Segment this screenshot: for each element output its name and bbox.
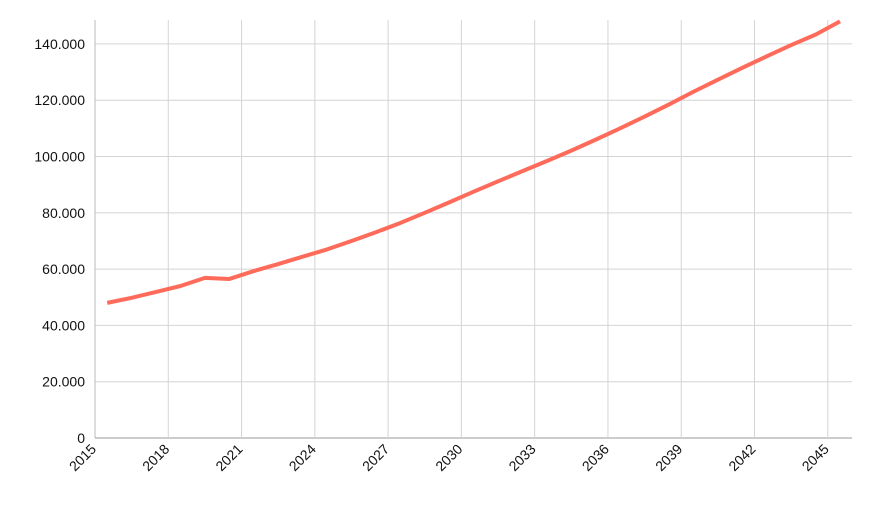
x-tick-label: 2042	[725, 441, 758, 474]
y-axis: 020.00040.00060.00080.000100.000120.0001…	[34, 36, 85, 446]
x-tick-label: 2027	[359, 441, 392, 474]
y-tick-label: 60.000	[42, 261, 85, 277]
x-tick-label: 2036	[579, 441, 612, 474]
x-tick-label: 2015	[66, 441, 99, 474]
x-tick-label: 2039	[652, 441, 685, 474]
y-tick-label: 40.000	[42, 317, 85, 333]
y-tick-label: 20.000	[42, 374, 85, 390]
x-tick-label: 2045	[799, 441, 832, 474]
x-tick-label: 2033	[505, 441, 538, 474]
x-tick-label: 2018	[139, 441, 172, 474]
series-layer	[107, 21, 840, 303]
grid	[95, 20, 852, 438]
y-tick-label: 140.000	[34, 36, 85, 52]
x-tick-label: 2030	[432, 441, 465, 474]
x-tick-label: 2021	[212, 441, 245, 474]
y-tick-label: 80.000	[42, 205, 85, 221]
x-tick-label: 2024	[286, 441, 319, 474]
y-tick-label: 120.000	[34, 92, 85, 108]
x-axis: 2015 2018 2021 2024 2027 2030 2033 2036 2039 2042…	[66, 441, 832, 474]
y-tick-label: 100.000	[34, 149, 85, 165]
series-line	[107, 21, 840, 302]
